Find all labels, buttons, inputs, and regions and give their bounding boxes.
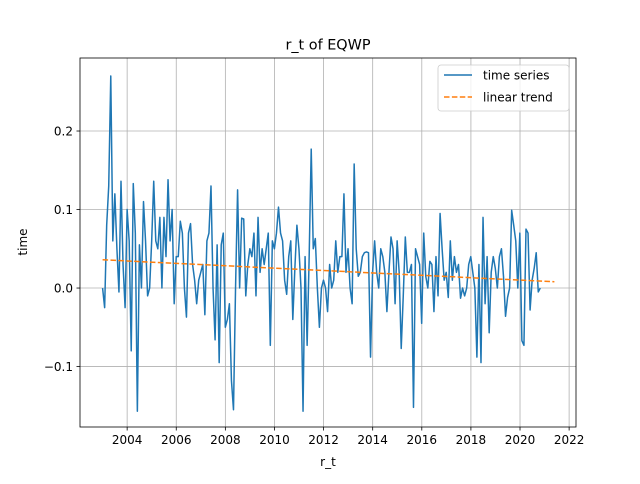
time-series-line: [101, 75, 541, 413]
y-tick-label: 0.0: [54, 281, 73, 295]
chart-title: r_t of EQWP: [285, 38, 370, 54]
linear-trend-line: [102, 259, 555, 283]
x-axis-label: r_t: [320, 455, 336, 469]
y-tick-label: 0.2: [54, 124, 73, 138]
x-tick-label: 2018: [456, 433, 487, 447]
legend: time series linear trend: [437, 64, 570, 112]
x-tick-label: 2016: [407, 433, 438, 447]
x-tick-label: 2012: [308, 433, 339, 447]
x-tick-label: 2010: [259, 433, 290, 447]
x-tick-label: 2022: [554, 433, 585, 447]
tick-layer: 2004 2006 2008 2010 2012 2014 2016 2018 2020 2022…: [44, 124, 585, 447]
x-tick-label: 2004: [112, 433, 143, 447]
x-tick-label: 2008: [210, 433, 241, 447]
legend-label: linear trend: [483, 91, 553, 105]
x-tick-label: 2014: [357, 433, 388, 447]
grid-layer: [80, 58, 576, 427]
y-tick-label: −0.1: [44, 360, 73, 374]
legend-label: time series: [483, 69, 549, 83]
y-axis-label: time: [16, 228, 30, 255]
plot-frame: [79, 57, 577, 428]
x-tick-label: 2006: [161, 433, 192, 447]
y-tick-label: 0.1: [54, 203, 73, 217]
legend-box: [437, 64, 570, 112]
series-layer: [101, 75, 555, 413]
x-tick-label: 2020: [505, 433, 536, 447]
